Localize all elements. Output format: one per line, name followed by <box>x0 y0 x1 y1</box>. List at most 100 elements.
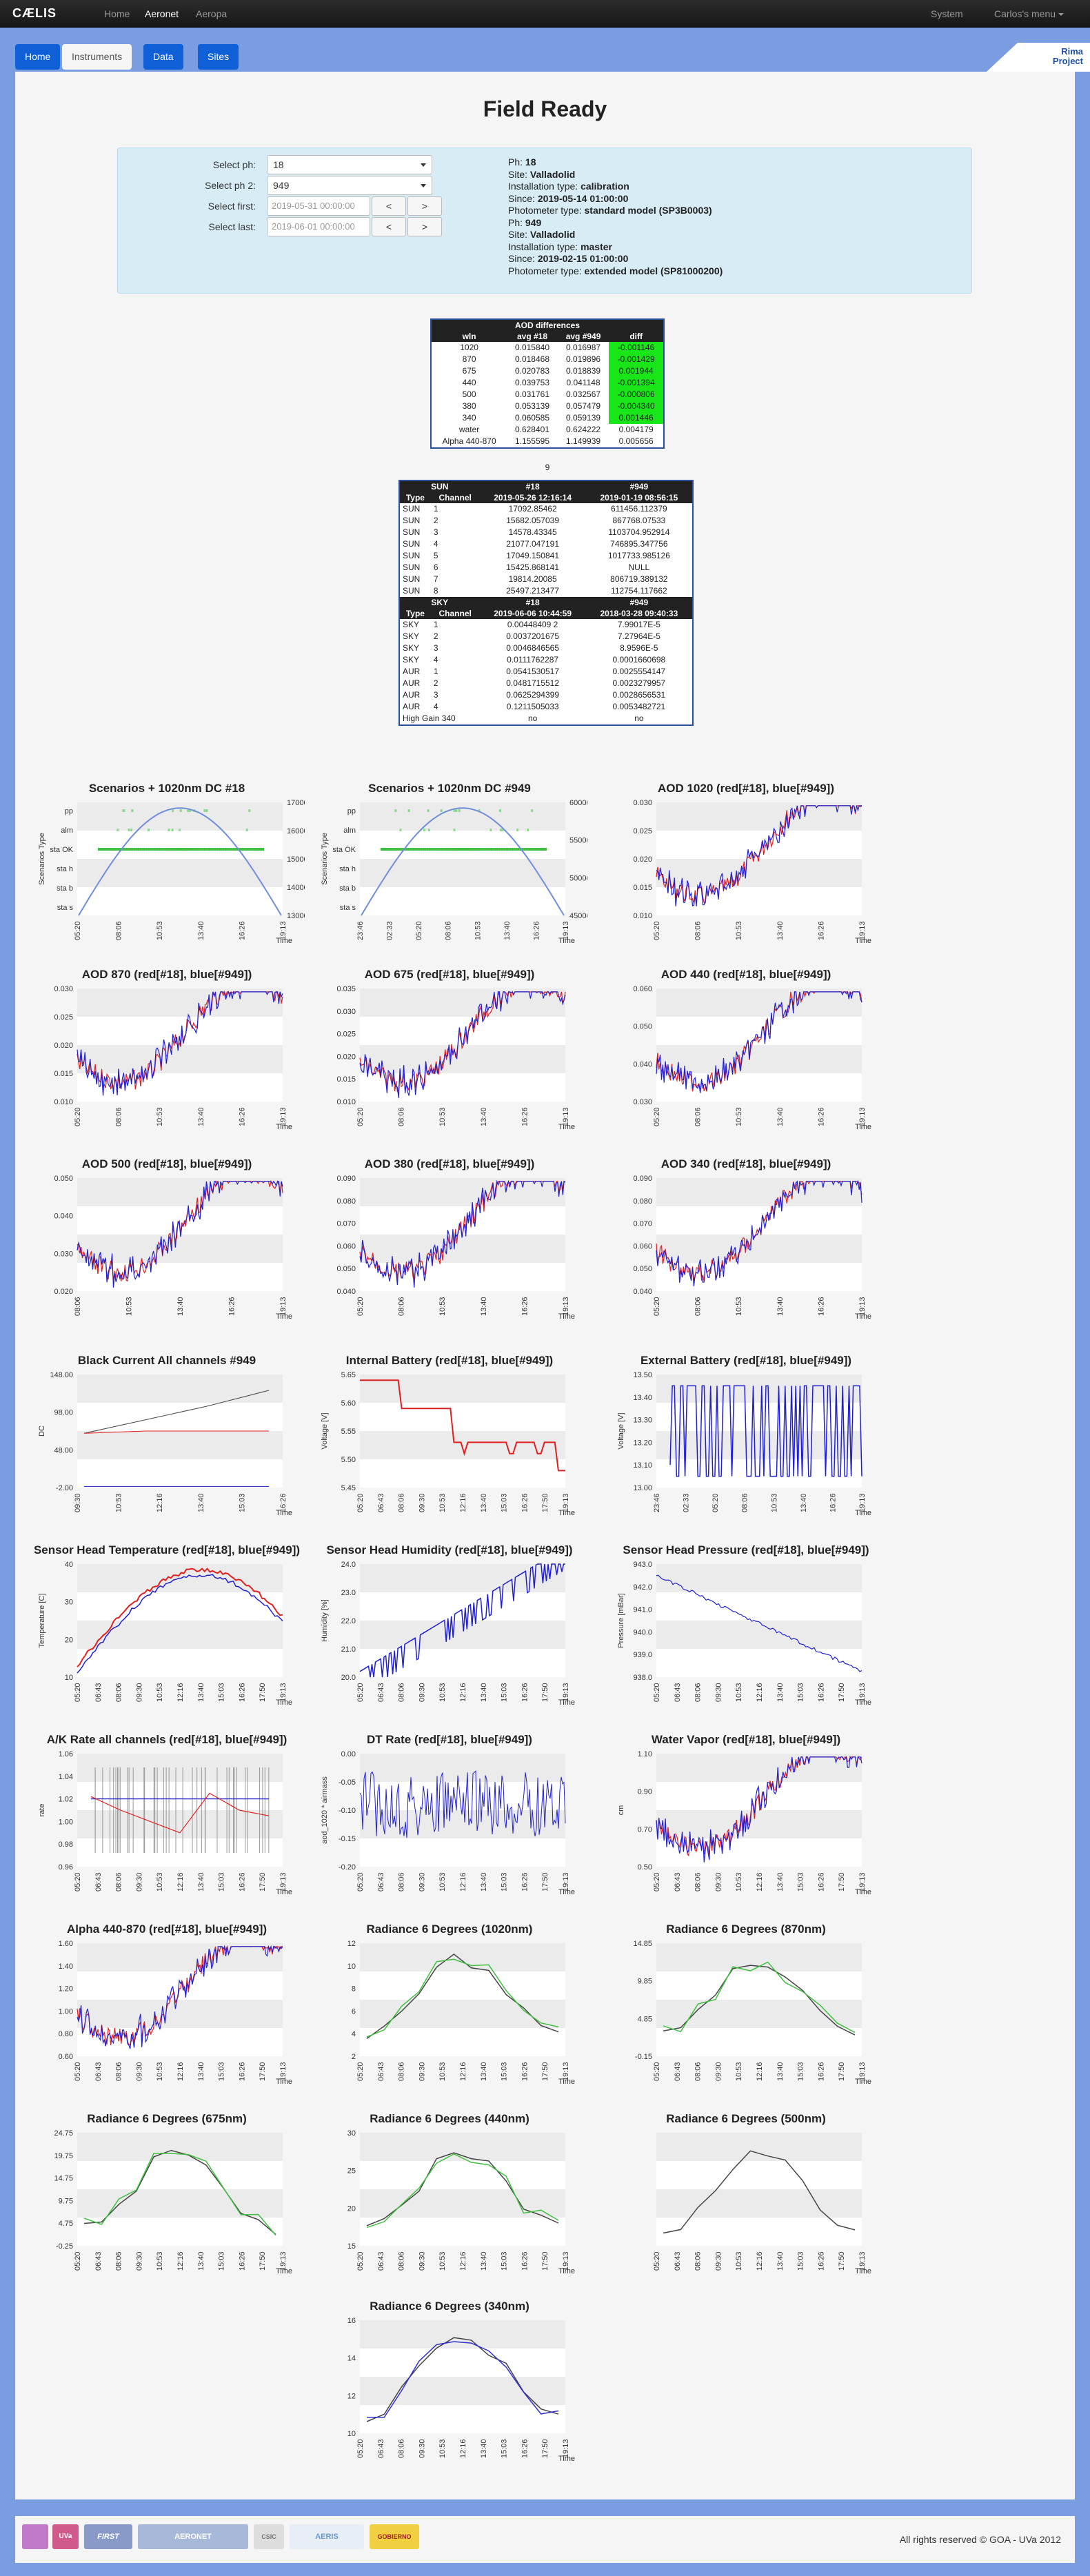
y-tick-label: 943.0 <box>633 1561 652 1569</box>
tab-data[interactable]: Data <box>143 44 183 70</box>
y-tick-label: 0.030 <box>54 1250 73 1258</box>
plot-band <box>656 2133 862 2161</box>
select-ph2-dropdown[interactable]: 949 <box>267 176 432 195</box>
first-prev-button[interactable]: < <box>372 196 406 216</box>
last-prev-button[interactable]: < <box>372 217 406 236</box>
plot-band <box>77 2133 283 2161</box>
table-cell: 25497.213477 <box>506 586 559 596</box>
chart-title: Water Vapor (red[#18], blue[#949]) <box>651 1733 841 1746</box>
y-tick-label: 1.40 <box>59 1963 73 1971</box>
gobierno-logo[interactable]: GOBIERNO <box>370 2524 419 2549</box>
first-date-input[interactable]: 2019-05-31 00:00:00 <box>267 196 370 216</box>
table-row: SKY 1 0.00448409 2 7.99017E-5 <box>400 619 692 631</box>
y-tick-label: 5.55 <box>341 1428 356 1436</box>
x-tick-label: 17:50 <box>838 1683 846 1702</box>
table-cell: 0.005656 <box>618 436 654 446</box>
nav-aeropa[interactable]: Aeropa <box>196 8 228 19</box>
first-next-button[interactable]: > <box>407 196 442 216</box>
x-tick-label: 08:06 <box>694 2062 703 2081</box>
x-tick-label: 19:13 <box>858 1683 867 1702</box>
last-next-button[interactable]: > <box>407 217 442 236</box>
user-menu[interactable]: Carlos's menu <box>994 0 1064 28</box>
tab-sites[interactable]: Sites <box>198 44 239 70</box>
x-tick-label: 08:06 <box>398 1107 406 1126</box>
x-tick-label: 17:50 <box>541 1683 549 1702</box>
x-tick-label: 05:20 <box>711 1493 720 1512</box>
x-tick-label: 05:20 <box>653 1683 661 1702</box>
y-axis-label: DC <box>38 1426 46 1437</box>
x-tick-label: 19:13 <box>279 2251 287 2271</box>
table-cell: 21077.047191 <box>506 539 559 549</box>
table-cell: 0.020783 <box>514 366 550 376</box>
tab-instruments[interactable]: Instruments <box>62 44 132 70</box>
aeris-logo[interactable]: AERIS <box>290 2524 364 2549</box>
table-cell: 0.018839 <box>566 366 601 376</box>
chart-title: Sensor Head Humidity (red[#18], blue[#94… <box>326 1543 573 1556</box>
aeronet-logo[interactable]: AERONET <box>138 2524 248 2549</box>
x-tick-label: 13:40 <box>480 1107 488 1126</box>
x-tick-label: 16:26 <box>817 921 825 940</box>
chart-16: DT Rate (red[#18], blue[#949]) 0.00 -0.05 -… <box>312 1733 587 1912</box>
series-949-line <box>656 805 862 907</box>
series-949-line <box>359 1179 566 1288</box>
nav-aeronet[interactable]: Aeronet <box>145 8 179 19</box>
caelis-logo[interactable]: CÆLIS <box>12 6 57 20</box>
nav-system[interactable]: System <box>931 8 963 19</box>
uva-logo[interactable]: UVa <box>52 2524 79 2549</box>
x-tick-label: 16:26 <box>228 1297 236 1316</box>
x-tick-label: 19:13 <box>562 921 570 940</box>
y-tick-label: 12 <box>347 2392 356 2400</box>
x-tick-label: 12:16 <box>756 1872 764 1892</box>
y-tick-label: 0.020 <box>633 855 652 864</box>
y-tick-label: 0.60 <box>59 2053 73 2061</box>
x-axis-label: Time <box>276 1123 292 1131</box>
chart-title: AOD 500 (red[#18], blue[#949]) <box>81 1157 252 1170</box>
table-cell: SUN <box>403 504 421 514</box>
goa-logo[interactable] <box>22 2524 48 2549</box>
x-tick-label: 13:40 <box>197 2062 205 2081</box>
chart-14: Sensor Head Pressure (red[#18], blue[#94… <box>608 1543 884 1723</box>
x-tick-label: 10:53 <box>438 1493 447 1512</box>
table-cell: 340 <box>462 413 476 423</box>
x-tick-label: 15:03 <box>501 2062 509 2081</box>
chevron-down-icon <box>1058 13 1064 17</box>
table-cell: SKY <box>403 620 420 629</box>
x-tick-label: 12:16 <box>459 2062 467 2081</box>
radiance-line-2 <box>83 2153 276 2236</box>
rima-project-badge[interactable]: Rima Project <box>987 43 1090 72</box>
plot-band <box>656 1943 862 1971</box>
y2-tick-label: 16000 <box>287 827 305 835</box>
chart-9: Black Current All channels #949 148.00 98.… <box>29 1354 305 1533</box>
select-ph-dropdown[interactable]: 18 <box>267 155 432 174</box>
csic-logo[interactable]: CSIC <box>254 2524 284 2549</box>
x-tick-label: 05:20 <box>74 2251 82 2271</box>
table-cell: 870 <box>462 354 476 364</box>
x-tick-label: 10:53 <box>438 2251 447 2271</box>
last-date-input[interactable]: 2019-06-01 00:00:00 <box>267 217 370 236</box>
first-logo[interactable]: FIRST <box>84 2524 132 2549</box>
aod-count: 9 <box>545 463 550 472</box>
x-tick-label: 10:53 <box>735 1107 743 1126</box>
x-tick-label: 06:43 <box>94 2251 103 2271</box>
x-tick-label: 06:43 <box>94 2062 103 2081</box>
x-tick-label: 19:13 <box>279 1872 287 1892</box>
x-tick-label: 12:16 <box>156 1493 164 1512</box>
chart-title: AOD 340 (red[#18], blue[#949]) <box>660 1157 831 1170</box>
table-cell: 3 <box>433 643 438 653</box>
x-tick-label: 12:16 <box>176 2062 185 2081</box>
table-cell: 8.9596E-5 <box>620 643 658 653</box>
table-cell: 4 <box>433 655 438 665</box>
chart-17: Water Vapor (red[#18], blue[#949]) 1.10 0.… <box>608 1733 884 1912</box>
y-tick-label: 13.10 <box>633 1461 652 1470</box>
nav-home[interactable]: Home <box>104 8 130 19</box>
y-tick-label: 22.0 <box>341 1617 356 1625</box>
tab-home[interactable]: Home <box>15 44 61 70</box>
plot-band <box>360 1754 565 1782</box>
x-tick-label: 12:16 <box>459 1683 467 1702</box>
y2-tick-label: 600000 <box>569 799 587 807</box>
table-cell: 0.019896 <box>566 354 601 364</box>
y-tick-label: 0.060 <box>633 985 652 993</box>
table-cell: 806719.389132 <box>610 574 668 584</box>
y2-tick-label: 14000 <box>287 884 305 892</box>
